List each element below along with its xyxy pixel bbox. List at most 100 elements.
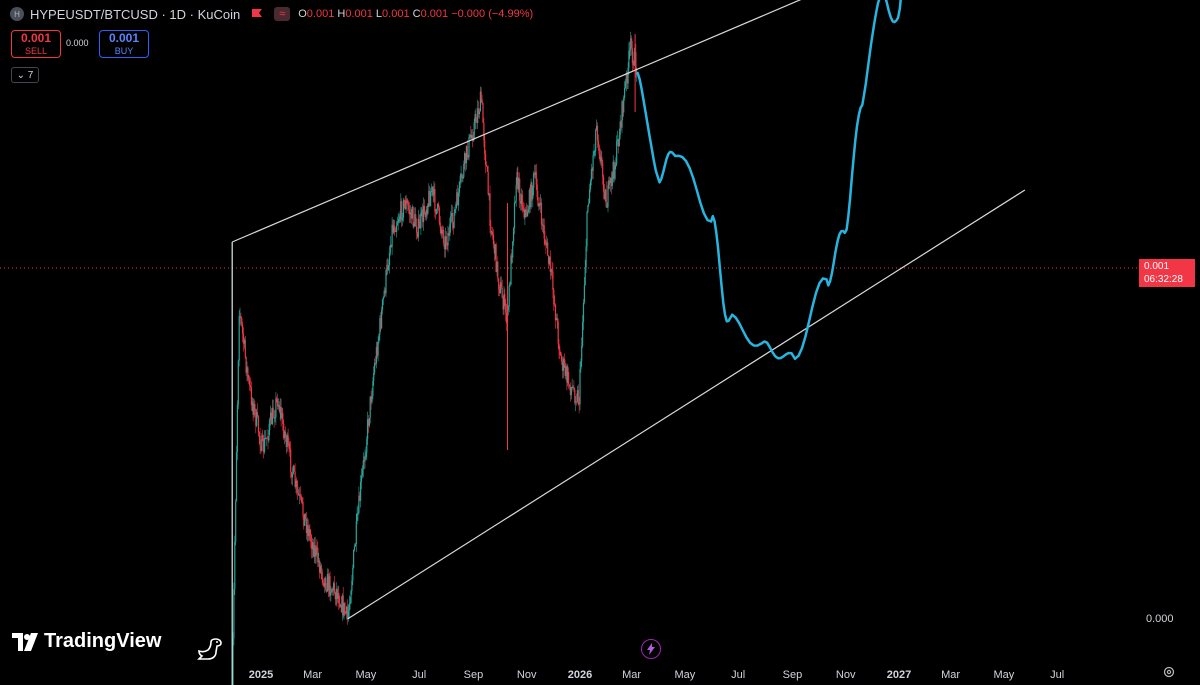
candle [416,232,418,239]
candle-body [371,395,373,403]
candle-body [351,580,353,591]
time-axis[interactable]: 2025 Mar May Jul Sep Nov 2026 Mar May Jul Sep Nov 20… [249,669,1064,681]
sell-button[interactable]: 0.001 SELL [11,30,61,58]
candle [346,599,349,625]
candle-body [615,164,617,166]
candle [622,100,624,121]
candle-body [382,297,384,300]
candle [298,489,300,496]
candle-body [608,180,610,185]
candle [541,218,543,233]
candle [309,523,311,542]
candle [453,206,455,229]
candle-body [358,495,360,513]
candle [555,313,557,321]
candle-body [244,339,246,357]
candle [285,434,287,454]
candle [477,99,479,129]
buy-button[interactable]: 0.001 BUY [99,30,149,58]
candle [393,219,395,234]
candle-body [250,387,252,406]
candle-body [331,589,333,593]
candle [467,154,469,160]
candle [611,171,613,190]
candle-body [466,146,468,155]
candle-body [566,366,568,383]
candle-body [561,361,564,371]
candle-body [448,232,450,236]
candle [511,249,513,264]
candle [526,203,528,218]
candle [232,632,234,685]
candle-body [464,153,466,165]
candle-body [454,209,456,213]
flag-icon[interactable] [250,7,264,21]
candle [574,387,576,405]
candle [563,353,565,368]
candle-body [527,212,529,217]
candle [329,571,331,601]
time-axis-label: Sep [783,669,803,681]
candle [515,177,517,207]
candle [538,203,540,211]
candle-body [562,358,564,371]
candle-body [614,165,616,179]
candle-body [283,423,285,439]
candle [473,118,475,141]
candle [463,160,465,179]
candle [595,128,597,156]
candle [311,534,313,559]
candle [459,173,461,188]
candle [400,193,402,223]
candle-body [549,256,551,272]
candle [523,203,525,220]
candle-body [355,521,357,545]
candle [307,519,309,542]
candle [586,210,588,252]
lightning-icon[interactable] [641,639,661,659]
candle [287,428,289,447]
candle-body [507,306,509,311]
candle [388,259,390,272]
indicators-toggle[interactable]: ⌄ 7 [11,67,39,83]
candle-body [433,189,435,196]
candle-body [474,114,476,123]
candle [251,397,253,412]
candle [469,134,471,139]
candle-body [520,194,522,204]
candle [560,352,562,356]
candle [527,205,529,214]
candle [321,568,323,586]
candle [235,499,237,546]
candle-body [588,203,590,206]
candle-body [464,153,467,164]
candle [380,312,382,332]
candle-body [353,546,356,551]
candle-body [632,63,634,66]
candle-body [542,224,544,226]
symbol-title[interactable]: HYPEUSDT/BTCUSD · 1D · KuCoin [30,6,241,22]
candle [350,589,352,604]
candle-body [414,214,416,224]
gear-icon[interactable] [1162,665,1176,679]
candle [513,226,515,246]
candle-body [316,547,318,549]
candle-body [383,290,385,298]
candle-body [518,178,520,190]
candle [491,231,493,236]
candle-body [387,264,389,270]
candle [458,180,460,197]
candle-body [515,184,517,202]
wave-icon[interactable]: ≈ [274,7,291,21]
candle [607,181,609,213]
candle-body [347,610,349,619]
candle [558,339,560,359]
candle-body [416,232,418,238]
candle-body [368,418,370,426]
candle-body [629,48,631,51]
candle [318,552,320,568]
candle-body [457,193,460,206]
tradingview-logo[interactable]: TradingView [12,630,161,653]
candle-body [582,302,585,322]
